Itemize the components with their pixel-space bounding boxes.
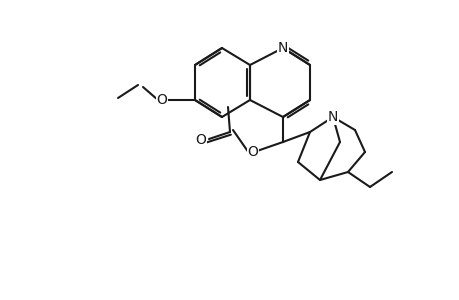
Text: O: O — [195, 133, 206, 147]
Text: N: N — [277, 41, 287, 55]
Text: N: N — [327, 110, 337, 124]
Text: O: O — [156, 93, 167, 107]
Text: O: O — [247, 145, 258, 159]
